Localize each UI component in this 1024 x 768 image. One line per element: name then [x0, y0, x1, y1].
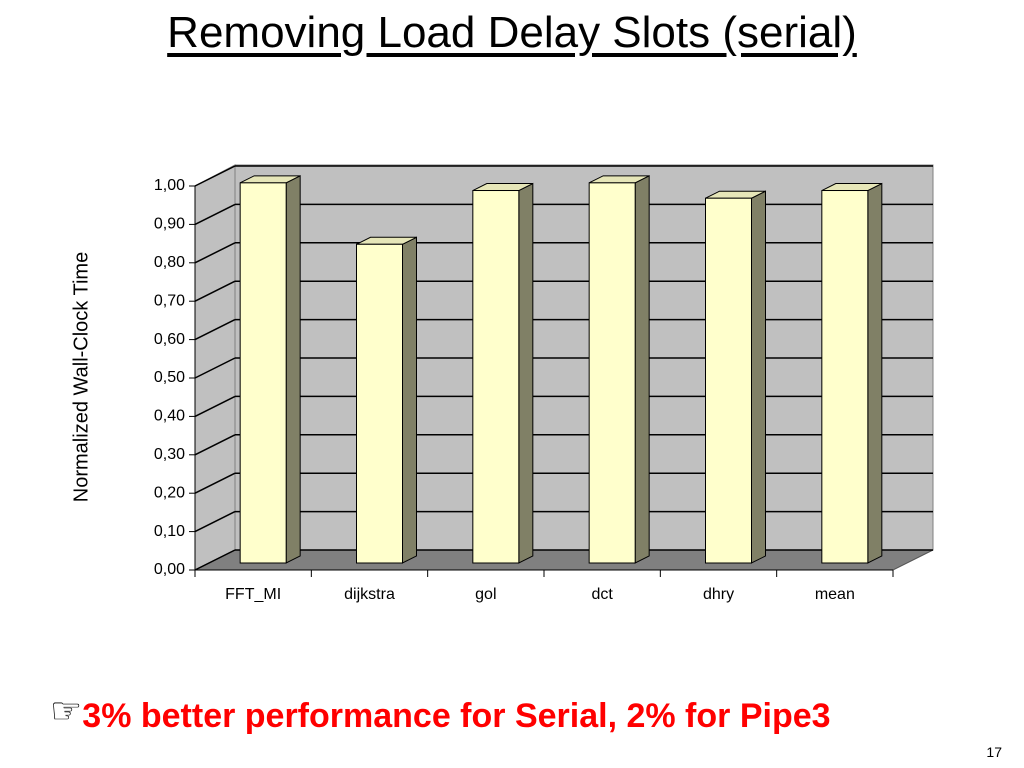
bullet-icon: ☞ [50, 690, 83, 731]
y-tick-label: 0,70 [154, 292, 185, 309]
bar-side [751, 190, 766, 564]
y-axis-label: Normalized Wall-Clock Time [70, 252, 92, 502]
grid-line [194, 510, 236, 533]
bar-side [867, 182, 883, 564]
grid-line [194, 242, 236, 264]
footer-note-row: ☞3% better performance for Serial, 2% fo… [50, 690, 1010, 736]
y-tick-label: 0,10 [154, 523, 185, 540]
bar [705, 197, 752, 564]
grid-line [194, 280, 236, 302]
grid-line [194, 395, 236, 418]
grid-line [194, 549, 236, 571]
grid-line [194, 318, 236, 341]
grid-line [194, 165, 236, 187]
bar [588, 182, 636, 564]
bar-side [402, 236, 417, 564]
x-tick-label: dijkstra [344, 586, 395, 603]
grid-line [194, 357, 236, 379]
grid-line [194, 203, 236, 226]
y-tick-label: 0,00 [154, 561, 185, 578]
x-tick-label: gol [475, 586, 496, 603]
bar [821, 190, 869, 564]
y-tick-label: 0,50 [154, 369, 185, 386]
y-tick-label: 0,80 [154, 254, 185, 271]
bar-side [518, 182, 534, 564]
x-tick-label: FFT_MI [225, 586, 281, 603]
y-tick-label: 0,40 [154, 408, 185, 425]
bar [356, 243, 403, 564]
footer-note: 3% better performance for Serial, 2% for… [82, 697, 831, 735]
bar-side [285, 175, 301, 564]
y-tick-label: 1,00 [154, 177, 185, 194]
x-tick-label: dhry [703, 586, 734, 603]
bar [472, 190, 520, 564]
x-tick-label: dct [591, 586, 613, 603]
grid-line [194, 472, 236, 494]
bar-side [634, 175, 650, 564]
slide-title: Removing Load Delay Slots (serial) [167, 8, 857, 57]
y-tick-label: 0,20 [154, 484, 185, 501]
bar [239, 182, 287, 564]
x-tick-label: mean [815, 586, 855, 603]
y-tick-label: 0,30 [154, 446, 185, 463]
page-number: 17 [986, 744, 1002, 760]
y-tick-label: 0,90 [154, 216, 185, 233]
y-tick-label: 0,60 [154, 331, 185, 348]
grid-line [194, 434, 236, 456]
